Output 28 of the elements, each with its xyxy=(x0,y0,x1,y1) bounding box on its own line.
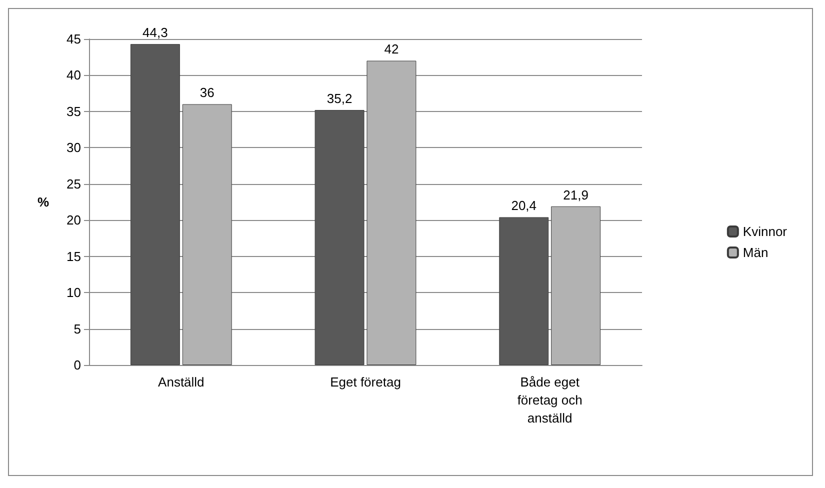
bar xyxy=(366,60,416,365)
legend-label: Kvinnor xyxy=(742,224,788,239)
data-label: 20,4 xyxy=(511,198,537,214)
y-tick-label: 25 xyxy=(66,176,81,192)
data-label: 21,9 xyxy=(563,187,588,202)
bar xyxy=(551,206,601,365)
x-tick-label: Anställd xyxy=(158,374,204,390)
y-tick-label: 45 xyxy=(66,32,81,46)
y-tick-label: 40 xyxy=(66,68,81,83)
y-tick-label: 15 xyxy=(66,248,81,264)
legend-label: Män xyxy=(742,245,768,260)
y-tick-label: 35 xyxy=(66,104,81,119)
y-tick-label: 20 xyxy=(66,212,81,228)
data-label: 36 xyxy=(200,85,214,100)
x-tick-label: Både eget företag och anställd xyxy=(517,374,582,426)
data-label: 42 xyxy=(384,42,399,57)
data-label: 35,2 xyxy=(326,90,352,106)
y-tick-label: 10 xyxy=(66,285,81,300)
bar xyxy=(314,110,364,365)
y-tick-label: 0 xyxy=(74,358,81,372)
y-tick-label: 30 xyxy=(66,140,81,156)
bar xyxy=(499,217,549,365)
data-label: 44,3 xyxy=(142,25,168,40)
y-tick-label: 5 xyxy=(74,321,81,336)
bar xyxy=(182,104,232,365)
y-axis-title: % xyxy=(37,194,50,210)
bar xyxy=(130,44,180,365)
x-tick-label: Eget företag xyxy=(330,374,401,390)
